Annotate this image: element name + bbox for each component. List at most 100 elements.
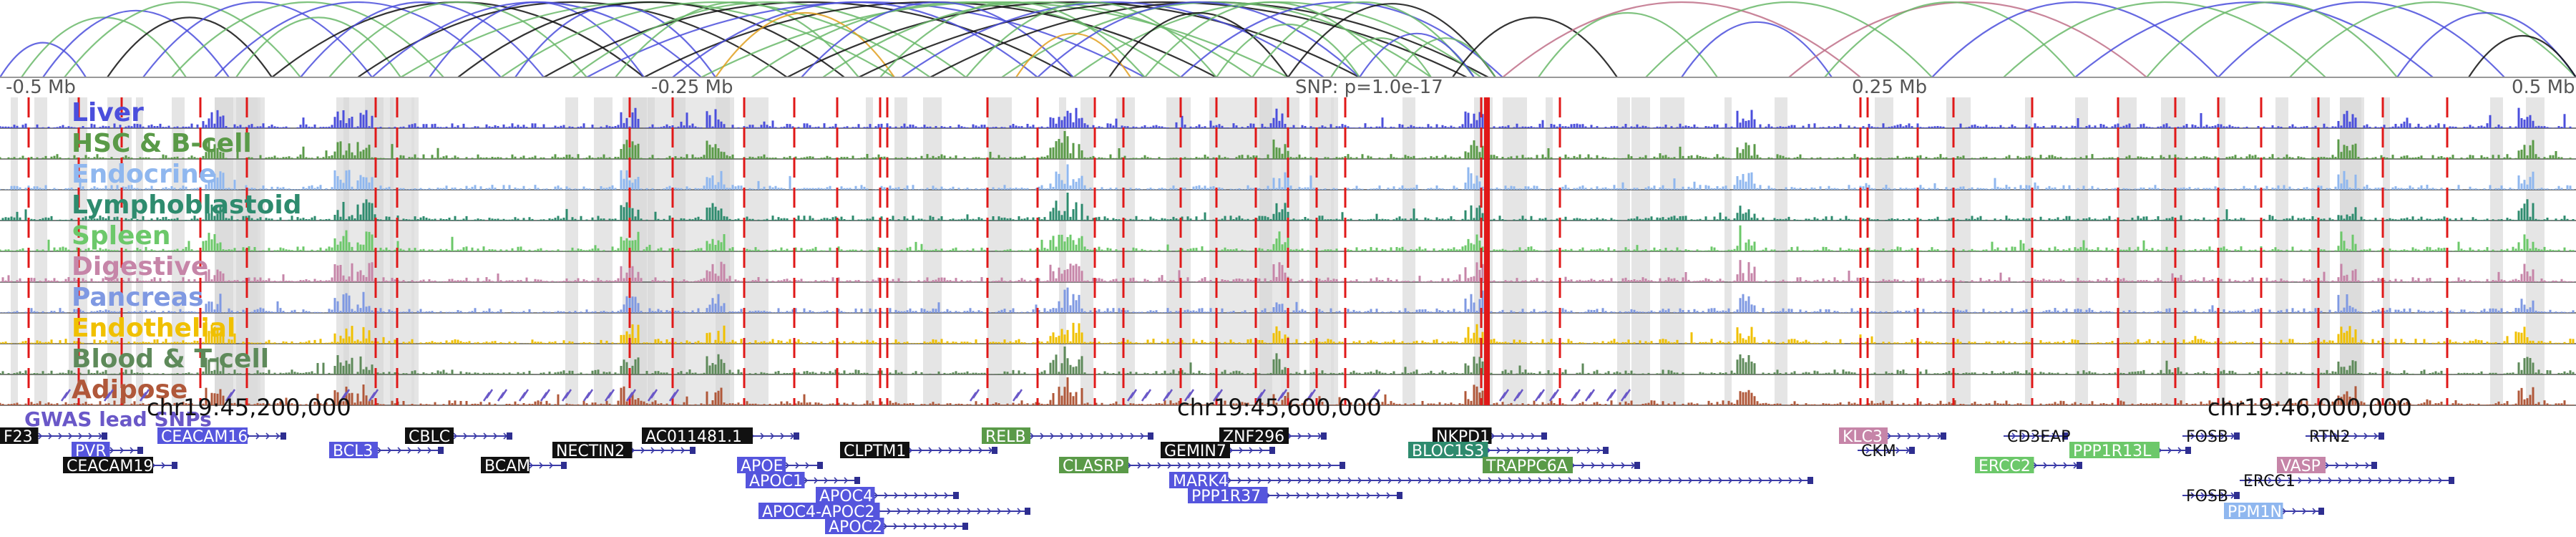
strand-arrow: [397, 447, 402, 454]
strand-arrow: [1611, 462, 1616, 469]
coordinate-label: chr19:46,000,000: [2207, 394, 2412, 421]
exon-block: [992, 447, 997, 454]
interaction-arc: [2003, 1, 2326, 78]
interaction-arc: [2146, 1, 2398, 78]
strand-arrow: [770, 432, 775, 440]
strand-arrow: [1296, 492, 1301, 499]
strand-arrow: [161, 462, 166, 469]
gene-annotation: APOC1: [746, 472, 860, 490]
strand-arrow: [1526, 447, 1531, 454]
interaction-arc: [1287, 3, 1496, 78]
strand-arrow: [1229, 447, 1234, 454]
exon-block: [794, 432, 799, 440]
gwas-snp-marker: [561, 389, 572, 402]
interaction-arc: [543, 1, 1074, 78]
exon-block: [2234, 492, 2240, 499]
strand-arrow: [1297, 462, 1302, 469]
strand-arrow: [1768, 477, 1773, 484]
gwas-snp-marker: [1277, 389, 1288, 402]
strand-arrow: [2333, 432, 2338, 440]
gene-annotation: BCAM: [481, 457, 567, 475]
strand-arrow: [824, 477, 829, 484]
strand-arrow: [805, 462, 810, 469]
strand-arrow: [924, 492, 929, 499]
gene-label-box: [982, 427, 1030, 444]
interaction-arc: [615, 1, 859, 78]
strand-arrow: [1317, 462, 1322, 469]
exon-block: [1321, 432, 1327, 440]
strand-arrow: [1177, 462, 1182, 469]
strand-arrow: [1247, 477, 1252, 484]
interaction-arc: [1015, 32, 1131, 78]
gene-label-box: [737, 457, 786, 473]
exon-block: [2318, 508, 2324, 515]
interaction-arc: [2468, 34, 2576, 78]
strand-arrow: [887, 508, 892, 515]
strand-arrow: [1070, 432, 1075, 440]
signal-bars: [0, 260, 2575, 282]
gene-label-box: [481, 457, 530, 473]
strand-arrow: [1307, 432, 1312, 440]
gene-label: GEMIN7: [1164, 442, 1226, 460]
gwas-snp-marker: [604, 389, 615, 402]
signal-bars: [0, 377, 2575, 405]
track-label: Endothelial: [72, 314, 235, 343]
exon-block: [1340, 462, 1345, 469]
strand-arrow: [1257, 462, 1262, 469]
strand-arrow: [1247, 462, 1252, 469]
gene-label-box: [1219, 427, 1289, 444]
interaction-arc: [1931, 1, 2219, 78]
interaction-arc: [1452, 16, 1618, 78]
strand-arrow: [967, 508, 972, 515]
interaction-arc: [235, 16, 401, 78]
strand-arrow: [1865, 447, 1870, 454]
strand-arrow: [2268, 477, 2273, 484]
strand-arrow: [1478, 477, 1483, 484]
strand-arrow: [1187, 462, 1192, 469]
strand-arrow: [918, 447, 923, 454]
coordinate-label: chr19:45,600,000: [1177, 394, 1382, 421]
signal-bars: [0, 107, 2575, 128]
strand-arrow: [1326, 492, 1331, 499]
strand-arrow: [1327, 462, 1332, 469]
gene-label: APOC2: [829, 518, 882, 536]
strand-arrow: [937, 508, 942, 515]
strand-arrow: [2248, 477, 2253, 484]
strand-arrow: [2051, 432, 2057, 440]
exon-block: [2371, 462, 2377, 469]
gene-annotation: CBLC: [405, 427, 512, 446]
gene-annotation: RELB: [982, 427, 1153, 446]
strand-arrow: [894, 492, 899, 499]
gwas-snp-marker: [1012, 389, 1023, 402]
strand-arrow: [907, 508, 912, 515]
strand-arrow: [2438, 477, 2443, 484]
exon-block: [561, 462, 567, 469]
snp-marker-lines: [27, 97, 2449, 405]
strand-arrow: [1007, 508, 1012, 515]
strand-arrow: [417, 447, 422, 454]
interaction-arc: [328, 1, 587, 78]
gene-annotation: CD3EAP: [2004, 428, 2071, 446]
strand-arrow: [1140, 432, 1145, 440]
strand-arrow: [275, 432, 280, 440]
strand-arrow: [2355, 462, 2360, 469]
gene-annotation: BCL3: [329, 442, 444, 460]
lead-snp-marker: [1484, 97, 1490, 405]
gene-label: RELB: [985, 428, 1026, 446]
strand-arrow: [1576, 447, 1581, 454]
strand-arrow: [1458, 477, 1463, 484]
exon-block: [1909, 447, 1915, 454]
strand-arrow: [1267, 477, 1272, 484]
exon-block: [172, 462, 177, 469]
strand-arrow: [814, 477, 819, 484]
gene-label: FOSB: [2186, 488, 2228, 505]
strand-arrow: [804, 477, 809, 484]
strand-arrow: [874, 492, 879, 499]
signal-bars: [0, 321, 2575, 344]
track-label: Blood & T-cell: [72, 344, 269, 374]
interaction-arc: [429, 1, 645, 78]
strand-arrow: [78, 432, 83, 440]
exon-block: [690, 447, 696, 454]
